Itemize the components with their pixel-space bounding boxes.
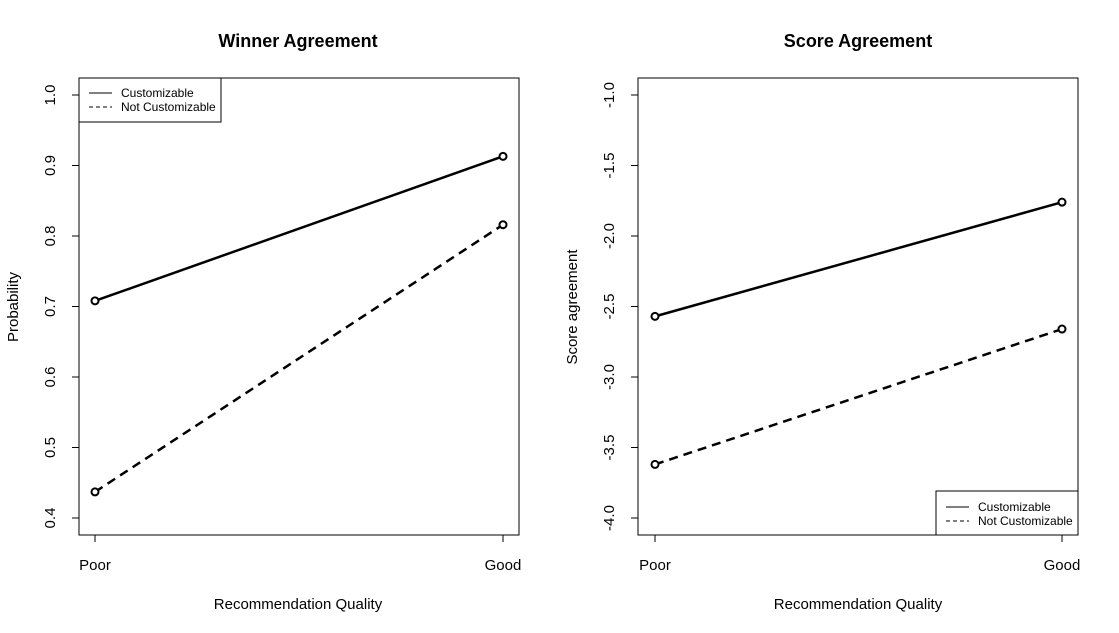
series-line-customizable	[94, 155, 504, 303]
y-axis: 0.4 0.5 0.6 0.7 0.8 0.9 1.0	[42, 85, 79, 529]
plot-frame	[78, 77, 520, 536]
y-tick-label: -4.0	[601, 505, 618, 531]
data-point-not-customizable	[90, 487, 100, 497]
x-tick-label: Poor	[639, 557, 671, 574]
legend: Customizable Not Customizable	[935, 490, 1079, 536]
y-tick-label: -2.0	[601, 223, 618, 249]
series-line-not-customizable	[654, 327, 1063, 466]
x-axis-label: Recommendation Quality	[214, 596, 383, 613]
series-line-not-customizable	[94, 223, 504, 493]
legend-label-customizable: Customizable	[978, 500, 1051, 514]
legend-label-not-customizable: Not Customizable	[978, 514, 1073, 528]
data-point-not-customizable	[1057, 324, 1067, 334]
series-group	[90, 151, 508, 497]
legend-label-not-customizable: Not Customizable	[121, 100, 216, 114]
y-tick-label: 0.5	[42, 437, 59, 458]
data-point-not-customizable	[650, 459, 660, 469]
chart-title: Winner Agreement	[218, 31, 377, 51]
panel-score-agreement: Score Agreement Recommendation Quality S…	[564, 31, 1080, 613]
y-tick-label: -2.5	[601, 294, 618, 320]
x-tick-label: Good	[485, 557, 522, 574]
panel-winner-agreement: Winner Agreement Recommendation Quality …	[5, 31, 521, 613]
x-axis: Poor Good	[79, 535, 521, 574]
data-point-customizable	[498, 151, 508, 161]
legend-box	[78, 77, 222, 123]
y-tick-label: 0.4	[42, 508, 59, 529]
y-tick-label: 0.6	[42, 367, 59, 388]
y-tick-label: 0.7	[42, 296, 59, 317]
y-tick-label: -3.5	[601, 435, 618, 461]
y-tick-label: -1.0	[601, 82, 618, 108]
x-axis-label: Recommendation Quality	[774, 596, 943, 613]
y-tick-label: 0.9	[42, 155, 59, 176]
x-axis: Poor Good	[639, 535, 1080, 574]
x-tick-label: Good	[1044, 557, 1081, 574]
series-group	[650, 197, 1067, 469]
data-point-not-customizable	[498, 220, 508, 230]
data-point-customizable	[90, 296, 100, 306]
x-tick-label: Poor	[79, 557, 111, 574]
y-tick-label: 0.8	[42, 226, 59, 247]
data-point-customizable	[1057, 197, 1067, 207]
series-line-customizable	[654, 200, 1063, 318]
y-tick-label: 1.0	[42, 85, 59, 106]
chart-title: Score Agreement	[784, 31, 932, 51]
legend: Customizable Not Customizable	[78, 77, 222, 123]
legend-box	[935, 490, 1079, 536]
y-tick-label: -1.5	[601, 153, 618, 179]
legend-label-customizable: Customizable	[121, 86, 194, 100]
y-axis-label: Probability	[5, 271, 22, 342]
data-point-customizable	[650, 311, 660, 321]
y-axis: -4.0 -3.5 -3.0 -2.5 -2.0 -1.5 -1.0	[601, 82, 638, 531]
plot-frame	[637, 77, 1079, 536]
y-tick-label: -3.0	[601, 364, 618, 390]
y-axis-label: Score agreement	[564, 249, 581, 365]
